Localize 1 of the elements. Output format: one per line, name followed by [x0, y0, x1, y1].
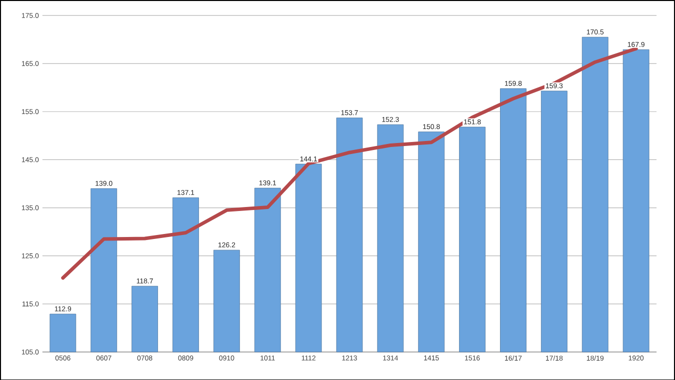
- line-series: [61, 46, 638, 280]
